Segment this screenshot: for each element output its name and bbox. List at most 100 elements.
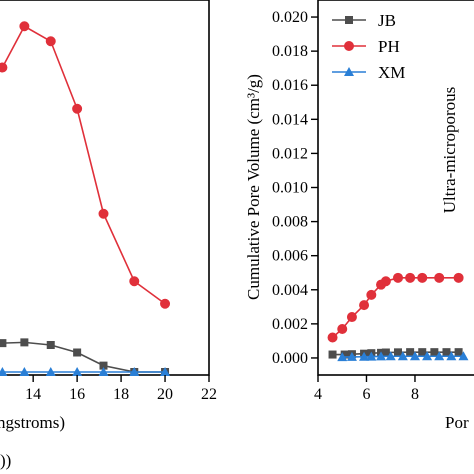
data-point-xm xyxy=(458,351,469,361)
data-point-xm xyxy=(434,351,445,361)
y-tick-label: 0.004 xyxy=(272,282,308,299)
data-point-xm xyxy=(446,351,457,361)
data-point-xm xyxy=(129,367,140,376)
data-point-ph xyxy=(417,272,428,283)
right-axis-ticks: 4 6 8 0.000 0.002 0.004 0.006 0.008 0.010 0.012 0.… xyxy=(272,9,419,403)
y-tick-label: 0.010 xyxy=(272,180,308,197)
right-legend: JB PH XM xyxy=(332,11,405,82)
data-point-jb xyxy=(20,338,29,347)
data-point-xm xyxy=(98,367,109,376)
data-point-xm xyxy=(397,351,408,361)
data-point-ph xyxy=(359,300,370,311)
data-point-jb xyxy=(454,348,463,357)
y-tick-label: 0.014 xyxy=(272,111,308,128)
data-point-ph xyxy=(160,298,171,309)
legend-label: XM xyxy=(378,63,405,82)
data-point-xm xyxy=(359,351,370,361)
data-point-xm xyxy=(409,351,420,361)
data-point-ph xyxy=(98,208,109,219)
data-point-jb xyxy=(381,348,390,357)
x-tick-label: 20 xyxy=(157,386,173,403)
data-point-jb xyxy=(406,348,415,357)
x-tick-label: 22 xyxy=(201,386,217,403)
data-point-xm xyxy=(366,351,377,361)
data-point-xm xyxy=(45,367,56,376)
x-tick-label: 4 xyxy=(314,386,322,403)
data-point-ph xyxy=(366,289,377,300)
data-point-xm xyxy=(19,367,30,376)
y-tick-label: 0.016 xyxy=(272,77,308,94)
data-point-ph xyxy=(393,272,403,283)
left-x-ticks: 14 16 18 20 22 xyxy=(25,375,217,403)
right-y-axis-title: Cumulative Pore Volume (cm³/g) xyxy=(244,74,263,300)
data-point-jb xyxy=(394,348,402,357)
data-point-ph xyxy=(327,332,338,343)
data-point-jb xyxy=(340,350,349,359)
data-point-jb xyxy=(442,348,451,357)
y-tick-label: 0.002 xyxy=(272,316,308,333)
panel-tag: )) xyxy=(0,451,11,470)
data-point-jb xyxy=(46,341,55,349)
right-chart-panel: 4 6 8 0.000 0.002 0.004 0.006 0.008 0.010 0.012 0.… xyxy=(244,0,474,432)
data-point-xm xyxy=(160,367,171,376)
data-point-jb xyxy=(418,348,427,357)
series-ph xyxy=(327,272,464,343)
y-tick-label: 0.018 xyxy=(272,43,308,60)
data-point-ph xyxy=(0,62,8,73)
data-point-xm xyxy=(0,367,8,376)
legend-marker xyxy=(345,16,353,24)
right-x-axis-title: Por xyxy=(445,413,469,432)
x-tick-label: 8 xyxy=(411,386,419,403)
right-plot-area xyxy=(327,272,469,362)
legend-marker xyxy=(344,41,354,51)
left-chart-panel: 14 16 18 20 22 ngstroms) )) xyxy=(0,0,217,470)
series-ph xyxy=(0,21,171,309)
data-point-xm xyxy=(376,351,387,361)
series-xm xyxy=(337,351,469,362)
data-point-ph xyxy=(129,276,140,287)
data-point-xm xyxy=(337,352,348,362)
data-point-ph xyxy=(337,323,348,334)
legend-label: PH xyxy=(378,37,400,56)
series-line-jb xyxy=(2,341,166,373)
data-point-ph xyxy=(72,103,83,114)
data-point-ph xyxy=(346,312,357,323)
data-point-xm xyxy=(72,367,83,376)
x-tick-label: 14 xyxy=(25,386,41,403)
x-tick-label: 18 xyxy=(113,386,129,403)
data-point-ph xyxy=(19,21,30,32)
y-tick-label: 0.020 xyxy=(272,9,308,26)
series-line-ph xyxy=(332,277,459,339)
x-tick-label: 16 xyxy=(69,386,85,403)
data-point-xm xyxy=(346,351,357,361)
data-point-jb xyxy=(73,348,82,357)
legend-item-xm: XM xyxy=(332,63,405,82)
data-point-xm xyxy=(385,351,396,361)
x-tick-label: 6 xyxy=(362,386,370,403)
data-point-jb xyxy=(99,361,108,370)
left-plot-frame xyxy=(0,0,210,376)
data-point-ph xyxy=(453,272,464,283)
data-point-ph xyxy=(45,36,56,47)
legend-item-ph: PH xyxy=(332,37,400,56)
legend-marker xyxy=(344,67,354,76)
series-line-ph xyxy=(1,25,166,305)
y-tick-label: 0.000 xyxy=(272,350,308,367)
series-xm xyxy=(0,367,171,376)
data-point-ph xyxy=(405,272,416,283)
data-point-xm xyxy=(422,351,433,361)
data-point-jb xyxy=(430,348,439,357)
y-tick-label: 0.012 xyxy=(272,145,308,162)
ultra-microporous-annotation: Ultra-microporous xyxy=(440,87,459,214)
data-point-ph xyxy=(380,276,391,287)
data-point-ph xyxy=(434,272,445,283)
data-point-jb xyxy=(328,350,337,359)
legend-item-jb: JB xyxy=(332,11,396,30)
left-plot-area xyxy=(0,21,171,376)
y-tick-label: 0.006 xyxy=(272,248,308,265)
data-point-jb xyxy=(0,339,7,348)
left-x-axis-title: ngstroms) xyxy=(0,413,65,432)
y-tick-label: 0.008 xyxy=(272,214,308,231)
legend-label: JB xyxy=(378,11,396,30)
